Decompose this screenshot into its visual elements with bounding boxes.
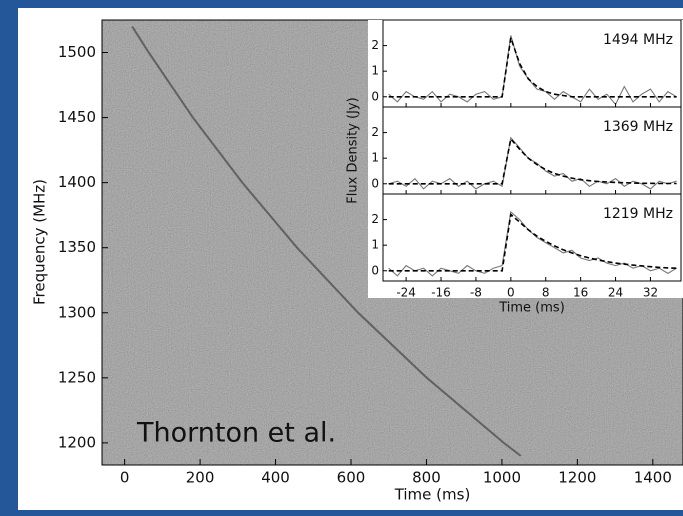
- x-tick-label: -8: [470, 286, 482, 300]
- flux-trace: [388, 35, 677, 106]
- x-tick-label: 1200: [558, 469, 596, 487]
- dispersed-pulse: [131, 25, 522, 457]
- x-tick-label: 400: [261, 469, 290, 487]
- model-curve: [388, 137, 677, 185]
- x-tick-label: 8: [542, 286, 550, 300]
- y-tick-label: 1450: [58, 108, 96, 126]
- x-tick-label: 200: [186, 469, 215, 487]
- x-axis-label: Time (ms): [394, 486, 471, 504]
- figure: 0 200 400 600 800 1000 1200 1400120012501300135…: [31, 19, 683, 504]
- x-axis-label: Time (ms): [498, 301, 565, 316]
- y-tick-label: 0: [371, 89, 379, 103]
- annotation: Thornton et al.: [136, 418, 336, 449]
- y-tick-label: 1200: [58, 433, 96, 451]
- x-tick-label: -16: [431, 286, 451, 300]
- panel-frame: [382, 193, 682, 282]
- y-tick-label: 1: [371, 238, 379, 252]
- y-tick-label: 1300: [58, 303, 96, 321]
- panel-label: 1219 MHz: [603, 206, 673, 222]
- x-tick-label: 0: [120, 469, 130, 487]
- y-axis-label: Frequency (MHz): [31, 179, 49, 305]
- flux-trace: [388, 136, 677, 190]
- x-tick-label: 16: [573, 286, 588, 300]
- x-tick-label: 0: [507, 286, 515, 300]
- y-tick-label: 2: [371, 125, 379, 139]
- x-tick-label: 24: [608, 286, 623, 300]
- x-tick-label: -24: [396, 286, 416, 300]
- x-tick-label: 32: [643, 286, 658, 300]
- y-tick-label: 1250: [58, 368, 96, 386]
- x-tick-label: 1400: [634, 469, 672, 487]
- x-tick-label: 600: [337, 469, 366, 487]
- y-tick-label: 2: [371, 38, 379, 52]
- y-tick-label: 0: [371, 263, 379, 277]
- y-tick-label: 1500: [58, 43, 96, 61]
- inset-background: [368, 20, 683, 298]
- y-tick-label: 1350: [58, 238, 96, 256]
- y-tick-label: 1: [371, 151, 379, 165]
- y-tick-label: 1400: [58, 173, 96, 191]
- y-axis-label: Flux Density (Jy): [346, 97, 361, 203]
- x-tick-label: 800: [412, 469, 441, 487]
- x-tick-label: 1000: [483, 469, 521, 487]
- y-tick-label: 1: [371, 64, 379, 78]
- model-curve: [388, 37, 677, 98]
- panel-label: 1494 MHz: [603, 32, 673, 48]
- panel-label: 1369 MHz: [603, 119, 673, 135]
- y-tick-label: 0: [371, 176, 379, 190]
- flux-trace: [388, 210, 677, 277]
- y-tick-label: 2: [371, 212, 379, 226]
